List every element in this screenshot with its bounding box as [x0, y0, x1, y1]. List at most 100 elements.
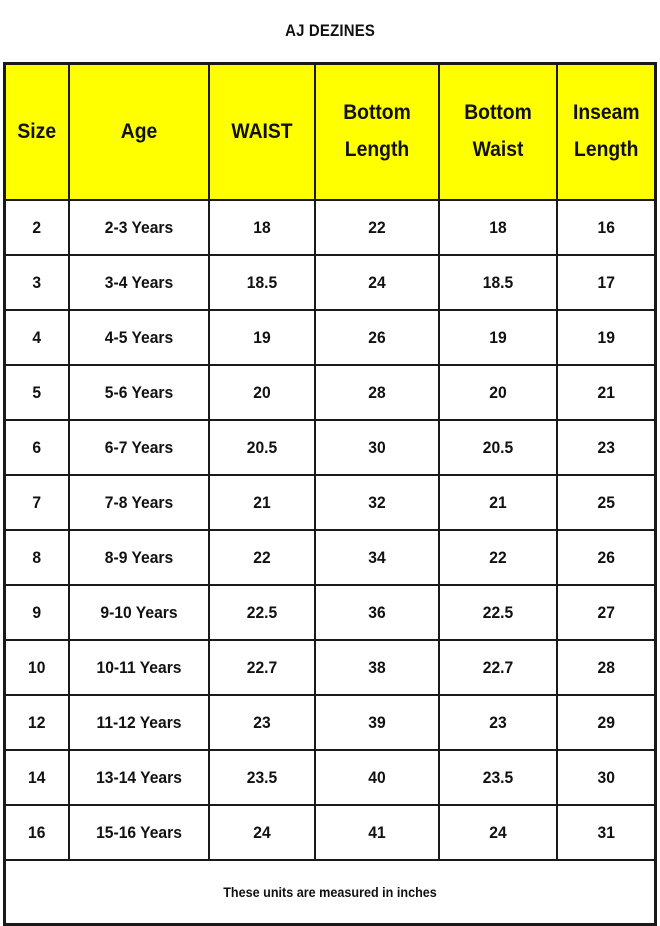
cell-inseam-length: 21	[555, 364, 657, 421]
cell-waist-text: 22.7	[246, 657, 277, 677]
column-header-inseam-length: Inseam Length	[555, 62, 657, 201]
table-row: 7 7-8 Years 21 32 21 25	[3, 474, 657, 531]
cell-inseam-length: 25	[555, 474, 657, 531]
table-row: 16 15-16 Years 24 41 24 31	[3, 804, 657, 861]
cell-age-text: 10-11 Years	[96, 657, 181, 677]
cell-bottom-length-text: 22	[367, 217, 386, 237]
cell-bottom-waist-text: 18.5	[482, 272, 513, 292]
cell-inseam-length: 27	[555, 584, 657, 641]
cell-waist-text: 22.5	[246, 602, 277, 622]
cell-age-text: 3-4 Years	[104, 272, 173, 292]
cell-inseam-length: 30	[555, 749, 657, 806]
cell-waist-text: 23.5	[246, 767, 277, 787]
cell-inseam-length: 19	[555, 309, 657, 366]
table-row: 10 10-11 Years 22.7 38 22.7 28	[3, 639, 657, 696]
column-header-size: Size	[3, 62, 70, 201]
cell-size: 4	[3, 309, 70, 366]
table-row: 2 2-3 Years 18 22 18 16	[3, 199, 657, 256]
cell-inseam-length-text: 30	[597, 767, 615, 787]
cell-size: 12	[3, 694, 70, 751]
cell-size: 6	[3, 419, 70, 476]
cell-waist-text: 23	[252, 712, 271, 732]
cell-waist: 20	[207, 364, 316, 421]
table-footer: These units are measured in inches	[3, 859, 657, 926]
cell-age: 4-5 Years	[67, 309, 210, 366]
cell-bottom-length-text: 41	[367, 822, 386, 842]
cell-waist-text: 18.5	[246, 272, 277, 292]
table-header: Size Age WAIST Bottom Length Bottom Wais…	[3, 62, 657, 201]
column-header-bottom-length-line2: Length	[344, 138, 409, 161]
cell-age: 13-14 Years	[67, 749, 210, 806]
cell-bottom-length: 40	[313, 749, 440, 806]
cell-age-text: 7-8 Years	[104, 492, 173, 512]
cell-inseam-length-text: 27	[597, 602, 615, 622]
cell-inseam-length-text: 16	[597, 217, 615, 237]
cell-inseam-length-text: 29	[597, 712, 615, 732]
cell-waist: 20.5	[207, 419, 316, 476]
table-row: 4 4-5 Years 19 26 19 19	[3, 309, 657, 366]
cell-bottom-waist: 18.5	[437, 254, 558, 311]
cell-size-text: 2	[32, 217, 42, 237]
cell-waist-text: 21	[252, 492, 271, 512]
cell-waist: 23	[207, 694, 316, 751]
cell-waist: 23.5	[207, 749, 316, 806]
cell-bottom-waist: 24	[437, 804, 558, 861]
column-header-bottom-waist-line1: Bottom	[463, 101, 532, 125]
cell-inseam-length: 26	[555, 529, 657, 586]
cell-bottom-waist: 19	[437, 309, 558, 366]
column-header-bottom-waist: Bottom Waist	[437, 62, 558, 201]
cell-bottom-waist: 22.7	[437, 639, 558, 696]
cell-bottom-waist-text: 18	[488, 217, 507, 237]
units-note: These units are measured in inches	[3, 859, 657, 926]
cell-age: 15-16 Years	[67, 804, 210, 861]
cell-size-text: 4	[32, 327, 42, 347]
cell-age: 11-12 Years	[67, 694, 210, 751]
cell-waist: 22	[207, 529, 316, 586]
cell-inseam-length: 16	[555, 199, 657, 256]
cell-bottom-waist: 22	[437, 529, 558, 586]
cell-size-text: 8	[32, 547, 42, 567]
cell-bottom-length: 38	[313, 639, 440, 696]
cell-age: 8-9 Years	[67, 529, 210, 586]
units-note-text: These units are measured in inches	[223, 884, 437, 900]
cell-bottom-length-text: 34	[367, 547, 386, 567]
cell-waist-text: 24	[252, 822, 271, 842]
cell-bottom-length-text: 24	[367, 272, 386, 292]
cell-bottom-waist-text: 22	[488, 547, 507, 567]
cell-size-text: 16	[28, 822, 46, 842]
cell-bottom-waist-text: 22.5	[482, 602, 513, 622]
column-header-bottom-length: Bottom Length	[313, 62, 440, 201]
cell-bottom-length-text: 39	[367, 712, 386, 732]
column-header-age: Age	[67, 62, 210, 201]
cell-bottom-length-text: 30	[367, 437, 386, 457]
table-row: 3 3-4 Years 18.5 24 18.5 17	[3, 254, 657, 311]
page-title: AJ DEZINES	[285, 21, 375, 40]
cell-inseam-length-text: 26	[597, 547, 615, 567]
cell-age-text: 2-3 Years	[104, 217, 173, 237]
cell-bottom-length: 24	[313, 254, 440, 311]
cell-bottom-waist-text: 19	[488, 327, 507, 347]
cell-bottom-waist-text: 23.5	[482, 767, 513, 787]
cell-age: 10-11 Years	[67, 639, 210, 696]
chart-title-band: AJ DEZINES	[0, 0, 660, 62]
column-header-bottom-length-line1: Bottom	[342, 101, 411, 125]
cell-bottom-waist: 21	[437, 474, 558, 531]
cell-bottom-waist: 23	[437, 694, 558, 751]
table-footer-row: These units are measured in inches	[3, 859, 657, 926]
cell-inseam-length-text: 31	[597, 822, 615, 842]
cell-bottom-waist-text: 20.5	[482, 437, 513, 457]
cell-inseam-length: 17	[555, 254, 657, 311]
cell-size-text: 5	[32, 382, 42, 402]
table-row: 5 5-6 Years 20 28 20 21	[3, 364, 657, 421]
cell-waist-text: 22	[252, 547, 271, 567]
cell-bottom-length: 34	[313, 529, 440, 586]
cell-inseam-length-text: 17	[597, 272, 615, 292]
cell-size: 7	[3, 474, 70, 531]
cell-inseam-length: 23	[555, 419, 657, 476]
cell-inseam-length-text: 25	[597, 492, 615, 512]
cell-waist: 22.7	[207, 639, 316, 696]
cell-waist: 19	[207, 309, 316, 366]
cell-bottom-length: 22	[313, 199, 440, 256]
column-header-waist-line1: WAIST	[230, 119, 293, 143]
cell-size-text: 12	[28, 712, 46, 732]
